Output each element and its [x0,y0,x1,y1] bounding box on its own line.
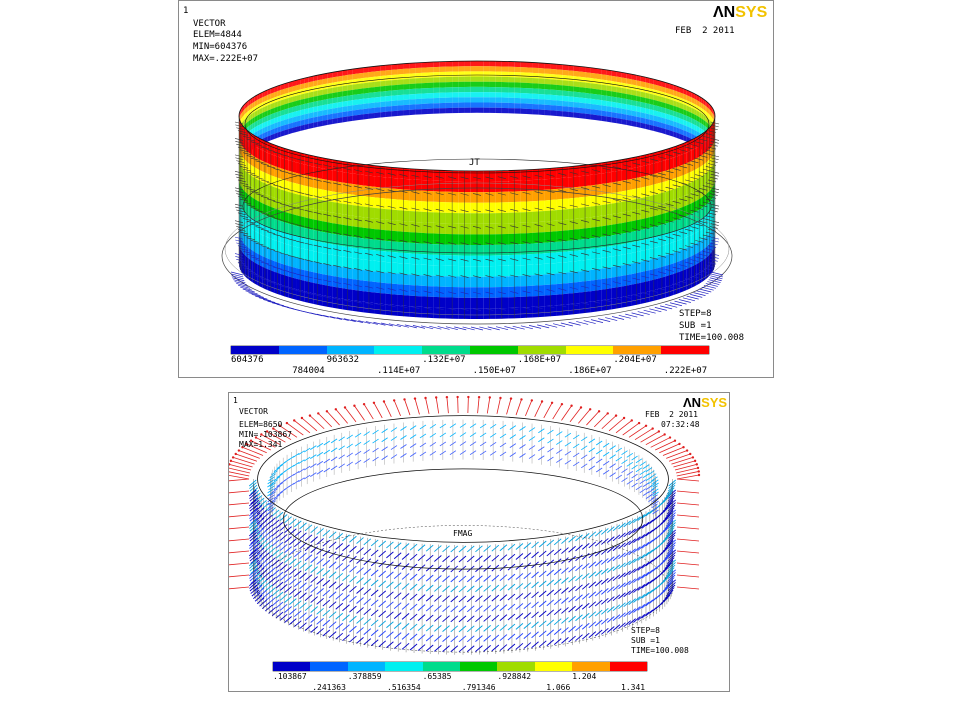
jt-ring-graphic [221,60,733,355]
plot-type: VECTOR [193,19,226,29]
ring-top-edge [257,415,669,543]
substep-label: SUB =1 [679,321,712,331]
time-label: TIME=100.008 [679,333,745,343]
legend-swatch [310,662,349,671]
plot-date: FEB 2 2011 [645,410,698,419]
legend-tick-label: .204E+07 [613,355,657,365]
legend-tick-label: .150E+07 [472,366,516,376]
max-value: MAX=.222E+07 [193,54,259,64]
ring-inner-edge [282,468,644,570]
min-value: MIN=.103867 [239,430,292,439]
legend-tick-label: 1.066 [546,683,571,692]
element-count: ELEM=8650 [239,420,283,429]
ring-surface [239,61,715,319]
result-label: JT [469,158,480,168]
legend-swatch [661,346,710,354]
plot-time: 07:32:48 [661,420,700,429]
legend-tick-label: .186E+07 [568,366,612,376]
legend-swatch [385,662,424,671]
legend-swatch [609,662,648,671]
legend-tick-label: 1.341 [621,683,646,692]
legend-swatch [273,662,311,671]
ansys-logo: ΛNSYS [713,4,768,21]
step-label: STEP=8 [679,309,712,319]
legend-tick-label: .378859 [347,672,382,681]
legend-tick-label: .928842 [497,672,532,681]
plot-id: 1 [233,396,238,405]
min-value: MIN=604376 [193,42,248,52]
legend-tick-label: 784004 [292,366,325,376]
legend-swatch [565,346,614,354]
legend-swatch [374,346,423,354]
legend-swatch [497,662,536,671]
time-label: TIME=100.008 [631,646,689,655]
plot-date: FEB 2 2011 [675,26,735,36]
ansys-logo: ΛNSYS [683,395,728,410]
legend-tick-label: .222E+07 [663,366,708,376]
legend-tick-label: 963632 [326,355,360,365]
legend-swatch [534,662,573,671]
legend-tick-label: .114E+07 [377,366,421,376]
substep-label: SUB =1 [631,636,660,645]
legend-swatch [517,346,567,354]
element-count: ELEM=4844 [193,30,242,40]
jt-vector-plot-panel: 1 VECTOR ELEM=4844 MIN=604376 MAX=.222E+… [178,0,774,378]
legend-tick-label: .791346 [461,683,496,692]
ring-arrows [229,395,701,655]
legend-tick-label: .132E+07 [422,355,466,365]
fmag-ring-graphic [229,395,701,672]
legend-swatch [613,346,662,354]
legend-tick-label: .103867 [273,672,307,681]
legend-tick-label: 604376 [231,355,264,365]
legend-swatch [231,346,280,354]
max-value: MAX=1.341 [239,440,283,449]
fmag-vector-plot-panel: 1 VECTOR ELEM=8650 MIN=.103867 MAX=1.341… [228,392,730,692]
legend-tick-label: .516354 [387,683,421,692]
plot-type: VECTOR [239,407,268,416]
legend-tick-label: .65385 [422,672,452,681]
legend-tick-label: 1.204 [572,672,597,681]
plot-id: 1 [183,6,189,16]
legend-swatch [422,662,461,671]
legend-swatch [278,346,328,354]
legend-tick-label: .241363 [312,683,346,692]
result-label: FMAG [453,529,473,538]
legend-swatch [470,346,519,354]
legend-tick-label: .168E+07 [517,355,562,365]
vector-arrows [230,116,724,331]
legend-swatch [460,662,498,671]
legend-swatch [572,662,611,671]
step-label: STEP=8 [631,626,660,635]
legend-swatch [326,346,375,354]
legend-swatch [347,662,386,671]
ring-bottom-edge [257,525,669,653]
legend-swatch [422,346,471,354]
